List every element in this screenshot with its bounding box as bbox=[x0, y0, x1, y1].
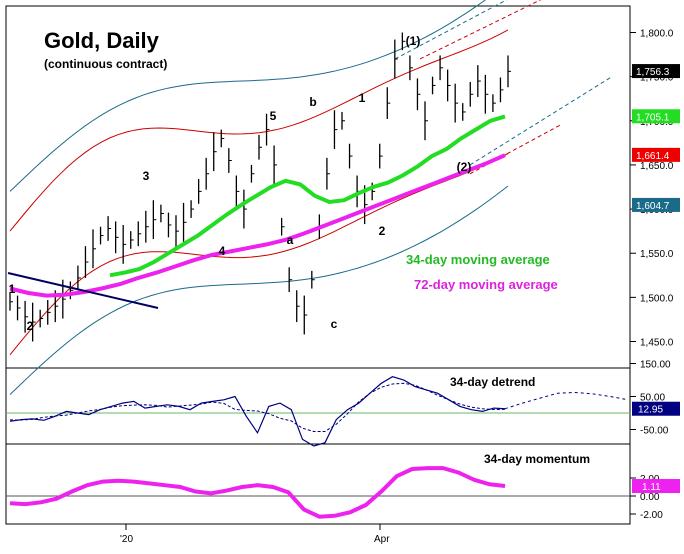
downtrend-line bbox=[7, 272, 159, 309]
upper-blue-channel bbox=[394, 0, 508, 60]
wave-label: a bbox=[287, 233, 294, 247]
detrend-axis-ticks: 150.00 50.00 -50.00 12.95 bbox=[630, 360, 680, 437]
wave-label: (2) bbox=[457, 160, 472, 174]
detrend-smooth-line bbox=[9, 382, 506, 432]
value-tag-box bbox=[632, 147, 680, 162]
value-tag-box bbox=[632, 197, 680, 212]
momentum-value-tag-box bbox=[632, 479, 680, 494]
momentum-line bbox=[9, 466, 506, 519]
value-tag-text: 1,604.7 bbox=[636, 201, 670, 212]
ma34-legend: 34-day moving average bbox=[406, 252, 550, 267]
wave-label: 2 bbox=[379, 224, 386, 238]
lower-outer-band bbox=[9, 185, 509, 395]
momentum-panel-frame bbox=[5, 443, 631, 525]
price-bars bbox=[9, 32, 511, 342]
price-tick-label: 1,650.0 bbox=[640, 161, 674, 172]
price-tick-label: 1,500.0 bbox=[640, 293, 674, 304]
detrend-panel-frame bbox=[5, 367, 631, 445]
wave-label: c bbox=[331, 317, 338, 331]
wave-label: 2 bbox=[27, 319, 34, 333]
value-tag-box bbox=[632, 109, 680, 124]
detrend-tick-label: -50.00 bbox=[640, 426, 669, 437]
ma34-line bbox=[109, 114, 506, 278]
upper-outer-band bbox=[9, 0, 487, 192]
price-tick-label: 1,450.0 bbox=[640, 338, 674, 349]
momentum-value-tag-text: 1.11 bbox=[642, 482, 661, 493]
value-tag-text: 1,756.3 bbox=[636, 67, 670, 78]
chart-title: Gold, Daily bbox=[44, 28, 160, 53]
wave-label: 3 bbox=[143, 169, 150, 183]
x-axis-labels: '20 Apr bbox=[120, 524, 390, 545]
wave-label: 1 bbox=[9, 282, 16, 296]
wave-label: 5 bbox=[270, 109, 277, 123]
ma72-legend: 72-day moving average bbox=[414, 277, 558, 292]
momentum-tick-label: -2.00 bbox=[640, 510, 663, 521]
detrend-label: 34-day detrend bbox=[450, 375, 535, 389]
momentum-label: 34-day momentum bbox=[484, 452, 590, 466]
chart-subtitle: (continuous contract) bbox=[44, 57, 167, 71]
value-tag-box bbox=[632, 64, 680, 79]
upper-inner-band bbox=[9, 29, 509, 232]
value-tags: 1,756.3 1,705.1 1,661.4 1,604.7 bbox=[632, 64, 680, 212]
wave-label: 4 bbox=[219, 244, 226, 258]
detrend-tick-label: 50.00 bbox=[640, 393, 665, 404]
value-tag-text: 1,705.1 bbox=[636, 112, 670, 123]
value-tag-text: 1,661.4 bbox=[636, 151, 670, 162]
price-tick-label: 1,750.0 bbox=[640, 73, 674, 84]
x-tick-label: Apr bbox=[374, 534, 390, 545]
momentum-tick-label: 0.00 bbox=[640, 492, 660, 503]
detrend-value-tag-box bbox=[632, 401, 680, 416]
price-panel-frame bbox=[5, 5, 631, 369]
price-tick-label: 1,800.0 bbox=[640, 28, 674, 39]
detrend-projection-line bbox=[504, 391, 629, 410]
detrend-value-tag-text: 12.95 bbox=[638, 405, 663, 416]
wave-label: b bbox=[309, 95, 316, 109]
ma72-line bbox=[9, 153, 506, 298]
wave-labels: 1 2 3 4 5 a b c 1 2 (1) (2) bbox=[9, 34, 472, 333]
wave-label: 1 bbox=[359, 91, 366, 105]
price-tick-label: 1,550.0 bbox=[640, 249, 674, 260]
wave-label: (1) bbox=[406, 34, 421, 48]
detrend-tick-label: 150.00 bbox=[640, 360, 671, 371]
x-tick-label: '20 bbox=[120, 534, 133, 545]
momentum-axis-ticks: 2.000.00-2.001.11 bbox=[630, 474, 680, 521]
